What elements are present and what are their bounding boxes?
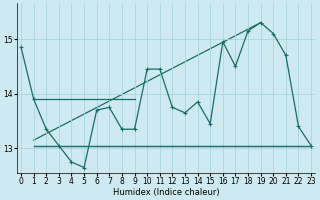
X-axis label: Humidex (Indice chaleur): Humidex (Indice chaleur): [113, 188, 220, 197]
